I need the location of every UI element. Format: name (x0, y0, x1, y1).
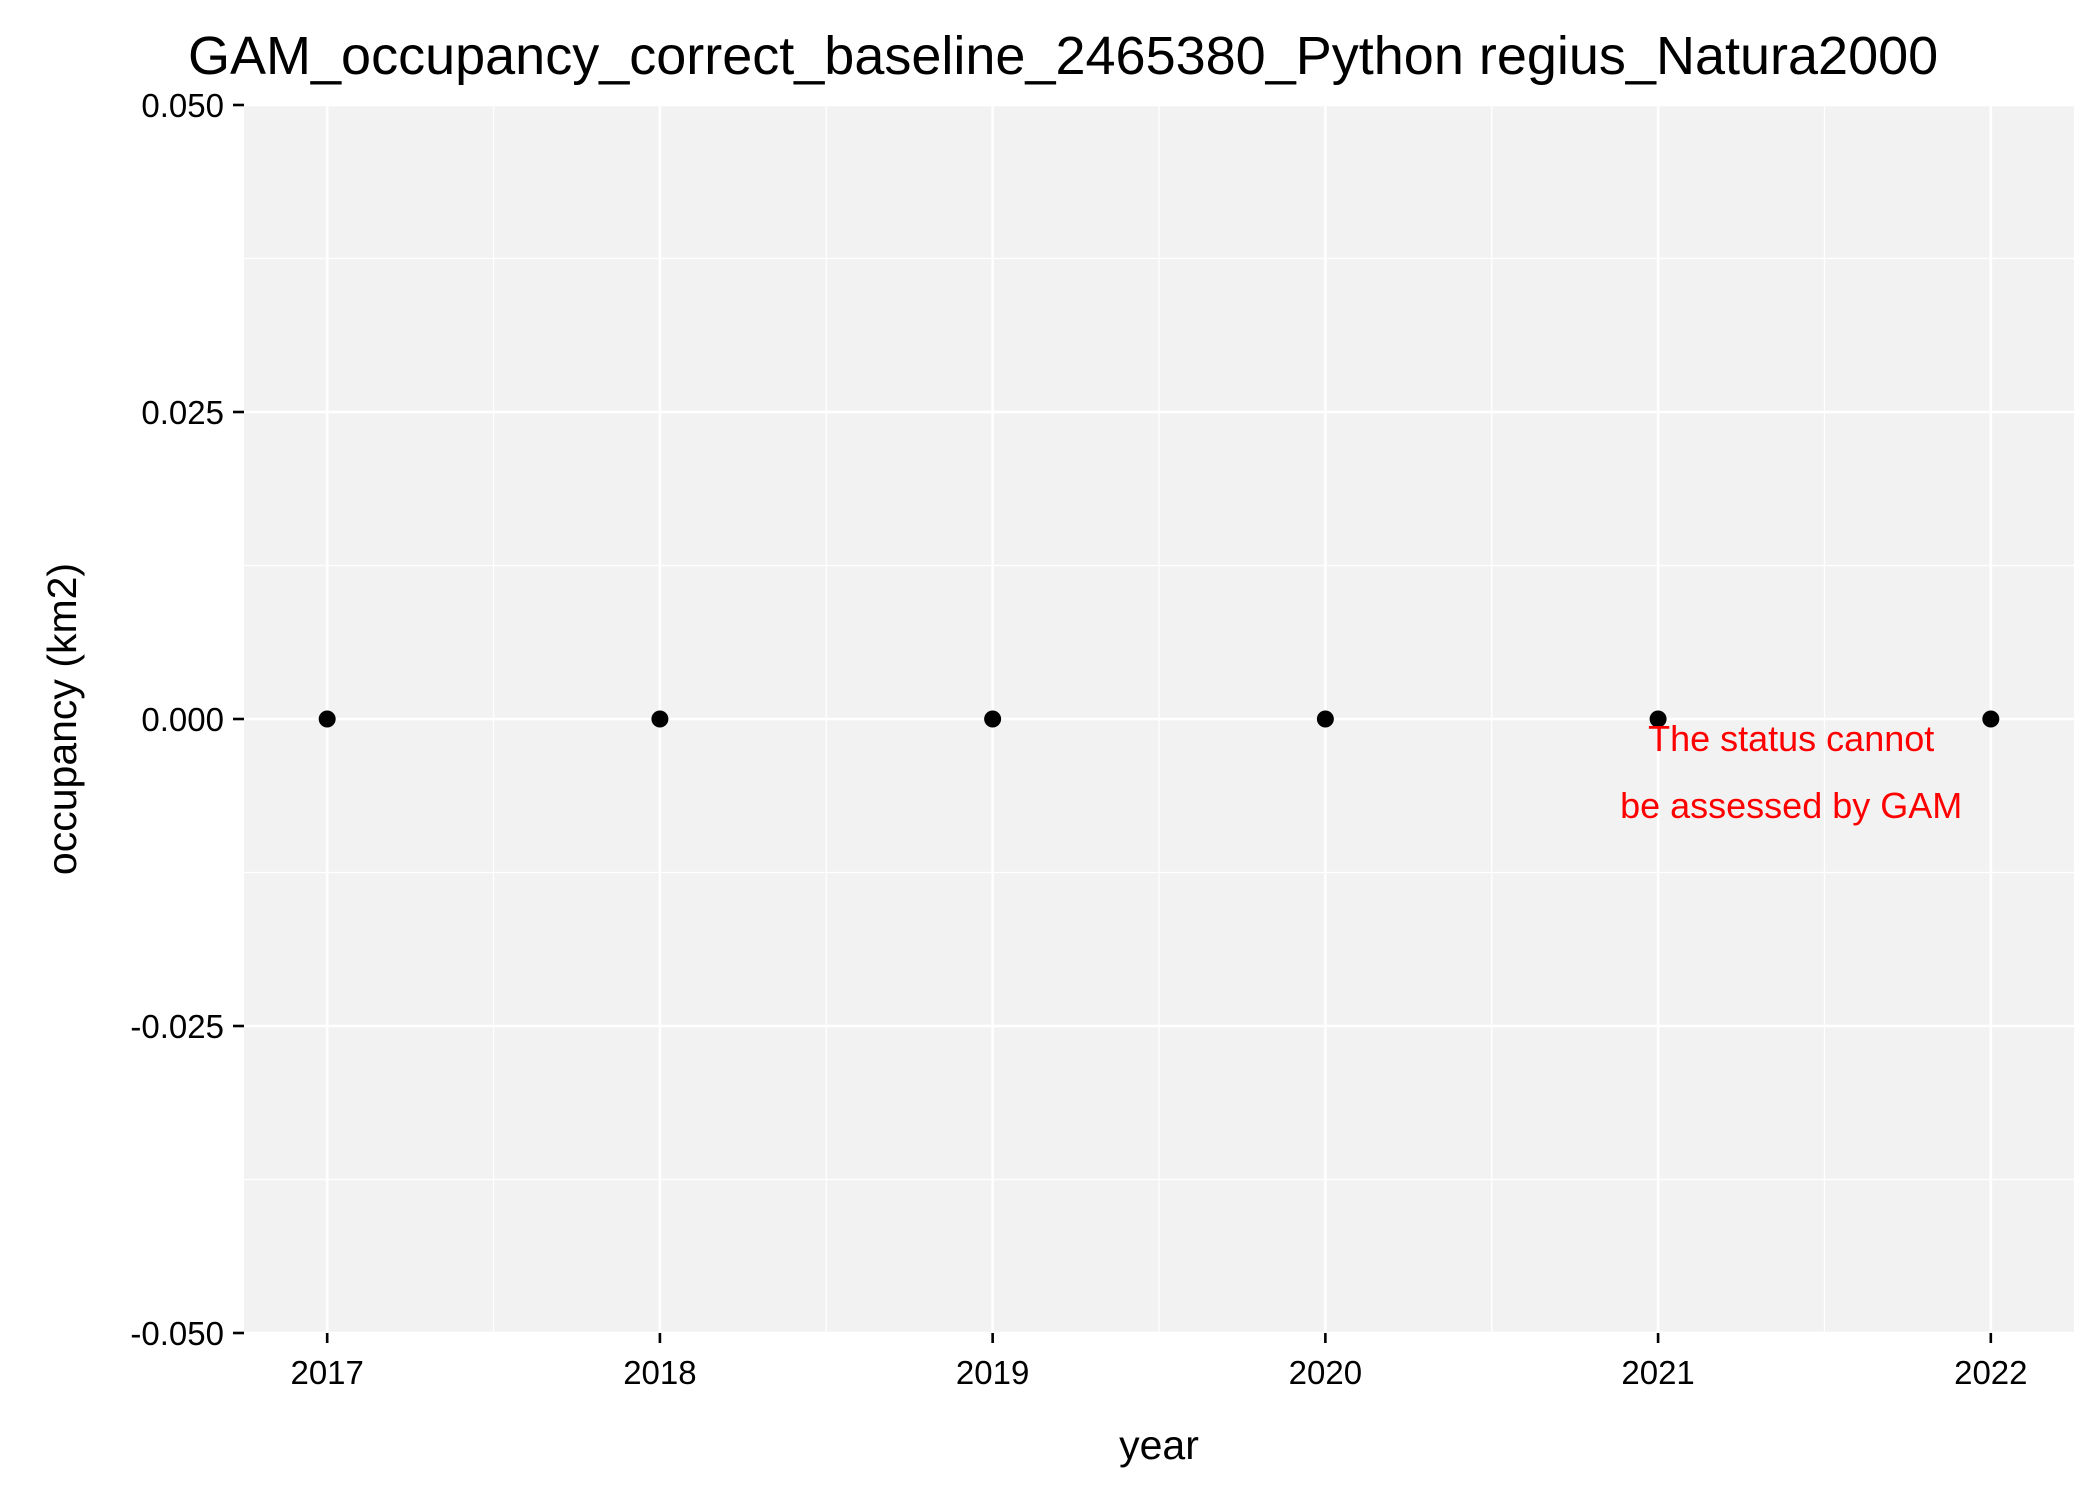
x-tick-label: 2020 (1289, 1354, 1362, 1391)
annotation-line: The status cannot (1648, 718, 1934, 759)
chart-title: GAM_occupancy_correct_baseline_2465380_P… (188, 26, 1938, 86)
data-point (1649, 710, 1667, 728)
y-tick-label: 0.000 (141, 701, 224, 738)
y-tick-label: -0.025 (130, 1008, 224, 1045)
y-tick-label: -0.050 (130, 1315, 224, 1352)
data-point (318, 710, 336, 728)
x-tick-label: 2022 (1954, 1354, 2027, 1391)
data-point (651, 710, 669, 728)
y-tick-label: 0.025 (141, 394, 224, 431)
x-tick-label: 2019 (956, 1354, 1029, 1391)
data-point (1316, 710, 1334, 728)
x-tick-label: 2018 (623, 1354, 696, 1391)
x-tick-label: 2017 (290, 1354, 363, 1391)
y-axis-title: occupancy (km2) (39, 563, 85, 875)
data-point (1982, 710, 2000, 728)
x-axis-title: year (1119, 1422, 1199, 1468)
x-tick-label: 2021 (1621, 1354, 1694, 1391)
annotation: The status cannot be assessed by GAM (1620, 718, 1962, 826)
axes: 2017 2018 2019 2020 2021 2022 -0.050 -0.025 0.00… (130, 87, 2027, 1391)
y-tick-label: 0.050 (141, 87, 224, 124)
annotation-line: be assessed by GAM (1620, 785, 1962, 826)
data-points (318, 710, 2000, 728)
data-point (984, 710, 1002, 728)
